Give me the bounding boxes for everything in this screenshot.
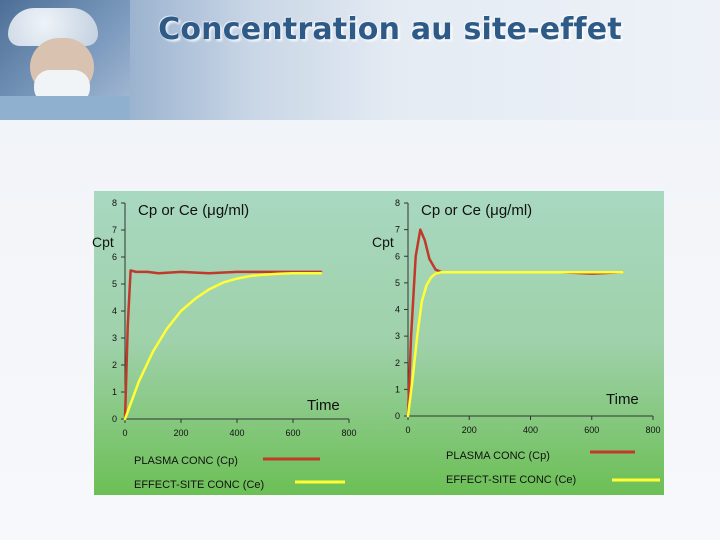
right-legend-plasma-label: PLASMA CONC (Cp) [446,450,550,462]
right-y-tick-label: 7 [395,225,400,235]
right-x-tick-label: 600 [584,425,599,435]
left-x-tick-label: 200 [173,428,188,438]
right-y-axis-tag: Cpt [372,234,394,250]
right-y-tick-label: 5 [395,278,400,288]
left-y-tick-label: 5 [112,279,117,289]
left-legend-effect-label: EFFECT-SITE CONC (Ce) [134,479,264,491]
left-x-tick-label: 0 [122,428,127,438]
right-x-tick-label: 0 [405,425,410,435]
left-legend: PLASMA CONC (Cp) EFFECT-SITE CONC (Ce) [134,455,345,491]
left-y-tick-label: 8 [112,198,117,208]
right-x-tick-label: 200 [462,425,477,435]
left-effect-site-conc-line [123,271,323,421]
right-x-tick-label: 400 [523,425,538,435]
left-y-tick-label: 7 [112,225,117,235]
right-effect-site-conc-line [406,270,624,418]
surgeon-photo [0,0,130,120]
left-y-axis-label: Cp or Ce (μg/ml) [138,202,249,219]
slide-title: Concentration au site-effet [158,12,622,47]
chart-right: Cp or Ce (μg/ml) Cpt Time 0 1 2 3 4 5 6 7 8 0 200 4… [372,198,661,435]
left-x-tick-label: 400 [229,428,244,438]
left-y-tick-label: 0 [112,414,117,424]
right-x-tick-label: 800 [645,425,660,435]
left-x-tick-label: 600 [285,428,300,438]
right-x-axis-label: Time [606,391,639,408]
left-x-axis-label: Time [307,397,340,414]
right-y-tick-label: 0 [395,411,400,421]
left-y-axis-tag: Cpt [92,234,114,250]
left-y-tick-label: 3 [112,333,117,343]
left-y-tick-label: 6 [112,252,117,262]
chart-panel [94,191,664,495]
right-y-tick-label: 1 [395,384,400,394]
right-y-tick-label: 4 [395,305,400,315]
left-y-tick-label: 4 [112,306,117,316]
left-y-tick-label: 2 [112,360,117,370]
left-y-tick-label: 1 [112,387,117,397]
surgical-gown [0,96,130,120]
chart-left: Cp or Ce (μg/ml) Cpt Time 0 1 2 3 4 5 6 7 8 0 200 4… [92,198,357,438]
right-legend-effect-label: EFFECT-SITE CONC (Ce) [446,474,576,486]
left-legend-plasma-label: PLASMA CONC (Cp) [134,455,238,467]
right-y-tick-label: 2 [395,358,400,368]
right-y-tick-label: 6 [395,251,400,261]
left-x-tick-label: 800 [341,428,356,438]
right-y-tick-label: 3 [395,331,400,341]
right-legend: PLASMA CONC (Cp) EFFECT-SITE CONC (Ce) [446,450,660,486]
right-plasma-conc-line [406,228,624,418]
left-plasma-conc-line [123,269,323,421]
right-y-tick-label: 8 [395,198,400,208]
right-y-axis-label: Cp or Ce (μg/ml) [421,202,532,219]
